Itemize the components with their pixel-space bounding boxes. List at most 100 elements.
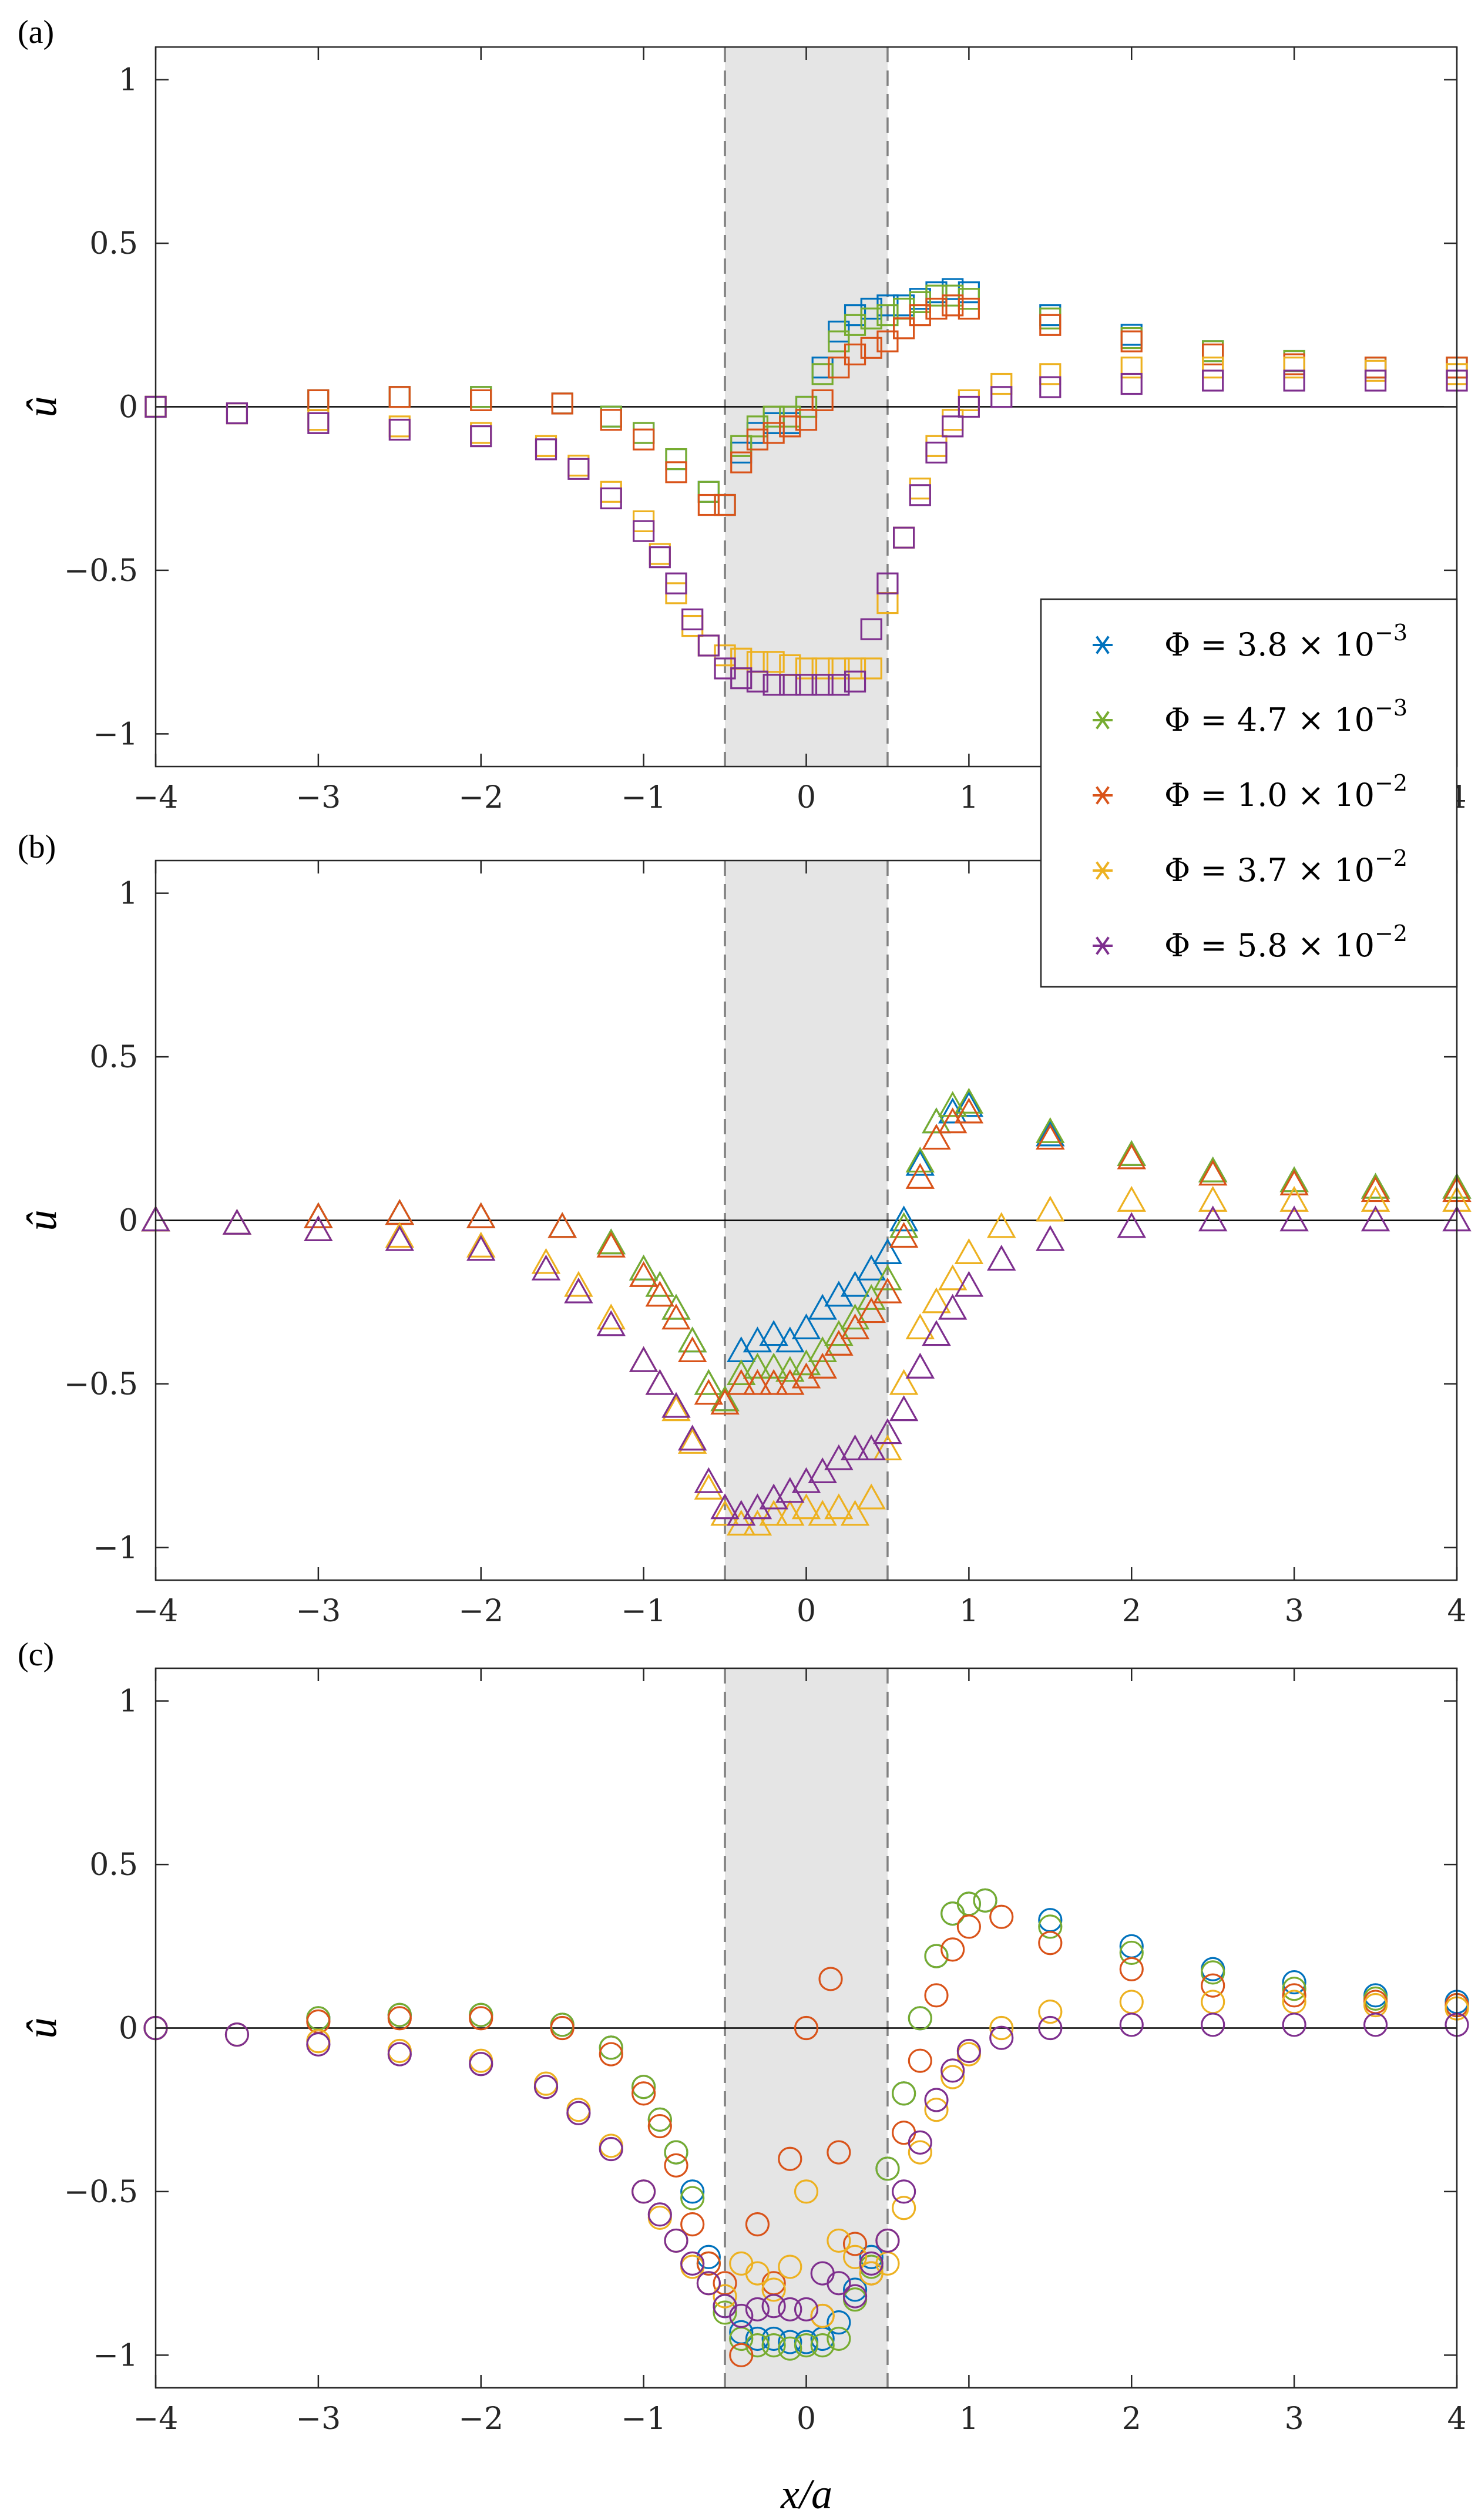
data-point xyxy=(940,2065,965,2089)
data-point xyxy=(905,1313,935,1340)
data-point xyxy=(1279,1169,1309,1196)
data-point xyxy=(860,337,882,359)
data-point xyxy=(905,1150,935,1176)
data-point xyxy=(860,618,882,640)
data-point xyxy=(645,1271,675,1297)
x-tick-label: −2 xyxy=(458,1594,503,1629)
series-5 xyxy=(143,2012,1469,2329)
y-tick-label: 0.5 xyxy=(89,226,138,261)
legend-item: Φ = 4.7 × 10−3 xyxy=(1093,695,1408,738)
data-point xyxy=(759,1369,788,1395)
data-point xyxy=(759,1320,788,1346)
data-point xyxy=(811,389,834,411)
data-point xyxy=(954,1091,984,1117)
data-point xyxy=(778,2336,802,2361)
data-point xyxy=(925,441,948,464)
data-point xyxy=(567,458,590,480)
x-tick-label: −1 xyxy=(621,780,666,815)
data-point xyxy=(940,1937,965,1962)
data-point xyxy=(922,1107,951,1134)
x-tick-label: −2 xyxy=(458,2401,503,2437)
data-point xyxy=(1117,1185,1146,1212)
data-point xyxy=(730,435,753,457)
x-tick-label: 0 xyxy=(797,2401,816,2437)
data-point xyxy=(954,1238,984,1264)
x-tick-label: −1 xyxy=(621,2401,666,2437)
data-point xyxy=(1120,330,1143,352)
y-tick-label: 1 xyxy=(119,63,138,98)
data-point xyxy=(761,2333,786,2358)
data-point xyxy=(307,412,330,434)
data-point xyxy=(892,2179,916,2204)
data-point xyxy=(908,2130,932,2155)
data-point xyxy=(1119,1957,1144,1981)
data-point xyxy=(1117,1212,1146,1238)
data-point xyxy=(664,2140,688,2165)
data-point xyxy=(795,657,818,680)
data-point xyxy=(791,1349,821,1376)
data-point xyxy=(729,2343,754,2367)
data-point xyxy=(745,2297,770,2321)
data-point xyxy=(633,520,655,542)
data-point xyxy=(761,2277,786,2302)
panel-2: −4 −3 −2 −1 0 1 2 3 4 −1 −0.5 0 0.5 1 û (b) xyxy=(18,829,1472,1629)
data-point xyxy=(745,2326,770,2351)
data-point xyxy=(696,2251,721,2276)
data-point xyxy=(1279,1185,1309,1212)
data-point xyxy=(1282,2012,1306,2037)
data-point xyxy=(710,1500,740,1526)
data-point xyxy=(808,1457,837,1484)
data-point xyxy=(222,1208,252,1235)
y-tick-label: 0.5 xyxy=(89,1847,138,1883)
data-point xyxy=(779,674,801,696)
data-point xyxy=(794,2297,819,2321)
data-point xyxy=(824,1444,854,1470)
data-point xyxy=(775,1477,805,1503)
data-point xyxy=(535,438,557,461)
data-point xyxy=(1198,1185,1228,1212)
data-point xyxy=(1119,2012,1144,2037)
data-point xyxy=(889,1395,919,1422)
data-point xyxy=(224,2022,250,2047)
data-point xyxy=(743,1493,772,1520)
data-point xyxy=(844,670,866,693)
data-point xyxy=(875,2228,900,2253)
data-point xyxy=(1282,1970,1306,1995)
data-point xyxy=(1283,369,1305,392)
data-point xyxy=(778,2254,802,2279)
data-point xyxy=(1363,2012,1388,2037)
data-point xyxy=(1361,1172,1390,1199)
data-point xyxy=(661,1395,691,1422)
legend-box xyxy=(1040,598,1458,988)
data-point xyxy=(942,415,964,438)
data-point xyxy=(1038,2000,1063,2024)
legend-item: Φ = 5.8 × 10−2 xyxy=(1093,920,1408,964)
data-point xyxy=(811,657,834,680)
data-point xyxy=(566,2101,591,2125)
x-tick-label: −4 xyxy=(133,2401,179,2437)
data-point xyxy=(842,2277,868,2302)
data-point xyxy=(226,402,248,425)
data-point xyxy=(1198,1160,1228,1186)
data-point xyxy=(1201,1960,1225,1985)
data-point xyxy=(306,2032,331,2057)
data-point xyxy=(876,304,899,327)
legend-marker xyxy=(1093,861,1113,880)
data-point xyxy=(794,2015,819,2041)
x-tick-label: 4 xyxy=(1447,1594,1466,1629)
x-tick-label: 1 xyxy=(959,780,979,815)
data-point xyxy=(1282,1983,1306,2008)
data-point xyxy=(856,1434,886,1461)
data-point xyxy=(470,389,492,411)
y-tick-label: 1 xyxy=(119,1684,138,1719)
data-point xyxy=(1361,1176,1390,1202)
data-point xyxy=(680,2179,705,2204)
y-tick-label: 1 xyxy=(119,876,138,912)
y-tick-label: −0.5 xyxy=(64,1367,138,1402)
data-point xyxy=(713,2284,737,2309)
data-point xyxy=(924,2088,949,2112)
x-tick-label: 3 xyxy=(1285,2401,1304,2437)
data-point xyxy=(713,2300,737,2325)
data-point xyxy=(842,2245,868,2269)
data-point xyxy=(942,294,964,317)
